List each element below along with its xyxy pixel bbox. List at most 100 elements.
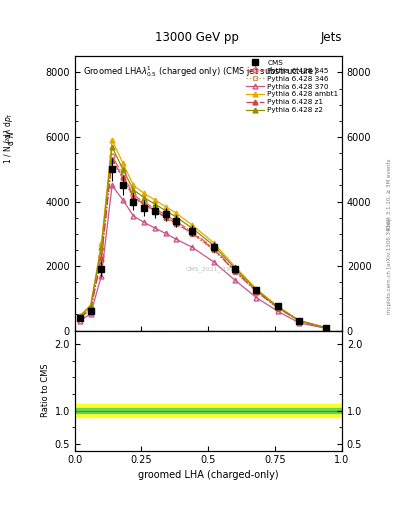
Pythia 6.428 ambt1: [254, 286, 259, 292]
Pythia 6.428 ambt1: [110, 137, 114, 143]
Text: $\mathrm{d}^2N$: $\mathrm{d}^2N$: [5, 130, 17, 146]
Pythia 6.428 z2: [174, 214, 178, 220]
Pythia 6.428 z2: [99, 244, 104, 250]
Pythia 6.428 ambt1: [323, 325, 328, 331]
Pythia 6.428 z2: [211, 242, 216, 248]
Pythia 6.428 370: [88, 311, 93, 317]
Pythia 6.428 345: [297, 317, 301, 324]
Pythia 6.428 370: [190, 244, 195, 250]
Pythia 6.428 z1: [78, 315, 83, 321]
Pythia 6.428 ambt1: [88, 302, 93, 308]
Pythia 6.428 ambt1: [99, 241, 104, 247]
Pythia 6.428 346: [323, 325, 328, 331]
Pythia 6.428 345: [99, 253, 104, 260]
Text: mcplots.cern.ch [arXiv:1306.3436]: mcplots.cern.ch [arXiv:1306.3436]: [387, 219, 391, 314]
Pythia 6.428 345: [163, 212, 168, 218]
Pythia 6.428 z2: [323, 325, 328, 331]
Pythia 6.428 z2: [88, 303, 93, 309]
Pythia 6.428 346: [275, 305, 280, 311]
Pythia 6.428 345: [211, 245, 216, 251]
Pythia 6.428 z2: [78, 313, 83, 319]
Pythia 6.428 346: [99, 257, 104, 263]
Pythia 6.428 370: [78, 317, 83, 324]
Pythia 6.428 346: [233, 269, 237, 275]
Pythia 6.428 z2: [275, 304, 280, 310]
Text: Groomed LHA$\lambda^{1}_{0.5}$ (charged only) (CMS jet substructure): Groomed LHA$\lambda^{1}_{0.5}$ (charged …: [83, 65, 318, 79]
Pythia 6.428 346: [152, 209, 157, 215]
Pythia 6.428 345: [233, 267, 237, 273]
Pythia 6.428 370: [297, 320, 301, 326]
Pythia 6.428 z1: [99, 255, 104, 261]
Text: 13000 GeV pp: 13000 GeV pp: [154, 31, 239, 44]
Pythia 6.428 z1: [254, 288, 259, 294]
Pythia 6.428 345: [275, 304, 280, 310]
Pythia 6.428 z1: [211, 246, 216, 252]
Pythia 6.428 z2: [297, 317, 301, 324]
Pythia 6.428 345: [110, 153, 114, 159]
Pythia 6.428 z2: [110, 143, 114, 150]
Pythia 6.428 370: [99, 273, 104, 279]
Pythia 6.428 z1: [110, 157, 114, 163]
Pythia 6.428 370: [174, 236, 178, 242]
Line: Pythia 6.428 z1: Pythia 6.428 z1: [77, 157, 328, 330]
Pythia 6.428 345: [152, 205, 157, 211]
Pythia 6.428 ambt1: [78, 313, 83, 319]
Pythia 6.428 370: [110, 182, 114, 188]
Pythia 6.428 345: [190, 229, 195, 235]
Text: Jets: Jets: [320, 31, 342, 44]
Pythia 6.428 ambt1: [211, 240, 216, 246]
Pythia 6.428 370: [323, 325, 328, 331]
Pythia 6.428 345: [78, 314, 83, 320]
Pythia 6.428 370: [254, 294, 259, 301]
Pythia 6.428 z1: [120, 174, 125, 180]
Pythia 6.428 370: [120, 197, 125, 203]
Pythia 6.428 346: [297, 318, 301, 324]
Text: Rivet 3.1.10, ≥ 3M events: Rivet 3.1.10, ≥ 3M events: [387, 159, 391, 230]
Line: Pythia 6.428 346: Pythia 6.428 346: [77, 159, 328, 330]
Pythia 6.428 346: [110, 158, 114, 164]
Pythia 6.428 ambt1: [190, 222, 195, 228]
Pythia 6.428 z2: [131, 187, 136, 193]
Pythia 6.428 370: [152, 225, 157, 231]
Pythia 6.428 ambt1: [275, 303, 280, 309]
Pythia 6.428 346: [254, 289, 259, 295]
Pythia 6.428 z1: [152, 207, 157, 214]
Pythia 6.428 ambt1: [131, 182, 136, 188]
Pythia 6.428 z2: [254, 287, 259, 293]
Pythia 6.428 z1: [297, 318, 301, 324]
Pythia 6.428 345: [120, 171, 125, 177]
Legend: CMS, Pythia 6.428 345, Pythia 6.428 346, Pythia 6.428 370, Pythia 6.428 ambt1, P: CMS, Pythia 6.428 345, Pythia 6.428 346,…: [244, 58, 340, 115]
Pythia 6.428 z1: [88, 306, 93, 312]
Pythia 6.428 345: [174, 219, 178, 225]
Pythia 6.428 345: [88, 306, 93, 312]
Pythia 6.428 346: [163, 215, 168, 221]
X-axis label: groomed LHA (charged-only): groomed LHA (charged-only): [138, 470, 279, 480]
Pythia 6.428 370: [275, 308, 280, 314]
Pythia 6.428 370: [142, 220, 147, 226]
Pythia 6.428 346: [78, 314, 83, 321]
Y-axis label: Ratio to CMS: Ratio to CMS: [41, 364, 50, 417]
Pythia 6.428 z2: [120, 166, 125, 173]
Pythia 6.428 z1: [233, 268, 237, 274]
Line: Pythia 6.428 370: Pythia 6.428 370: [77, 183, 328, 331]
Pythia 6.428 346: [120, 175, 125, 181]
Pythia 6.428 345: [131, 192, 136, 198]
Pythia 6.428 ambt1: [163, 204, 168, 210]
Line: Pythia 6.428 z2: Pythia 6.428 z2: [77, 144, 328, 330]
Pythia 6.428 z2: [152, 201, 157, 207]
Pythia 6.428 370: [163, 230, 168, 237]
Pythia 6.428 370: [211, 259, 216, 265]
Pythia 6.428 z1: [131, 194, 136, 200]
Pythia 6.428 ambt1: [120, 160, 125, 166]
Pythia 6.428 ambt1: [174, 210, 178, 216]
Pythia 6.428 346: [131, 195, 136, 201]
Pythia 6.428 346: [142, 202, 147, 208]
Pythia 6.428 ambt1: [152, 197, 157, 203]
Pythia 6.428 z1: [174, 220, 178, 226]
Pythia 6.428 z1: [190, 230, 195, 236]
Pythia 6.428 z2: [142, 195, 147, 201]
Pythia 6.428 345: [323, 325, 328, 331]
Pythia 6.428 346: [190, 231, 195, 237]
Pythia 6.428 346: [88, 307, 93, 313]
Pythia 6.428 z1: [323, 325, 328, 331]
